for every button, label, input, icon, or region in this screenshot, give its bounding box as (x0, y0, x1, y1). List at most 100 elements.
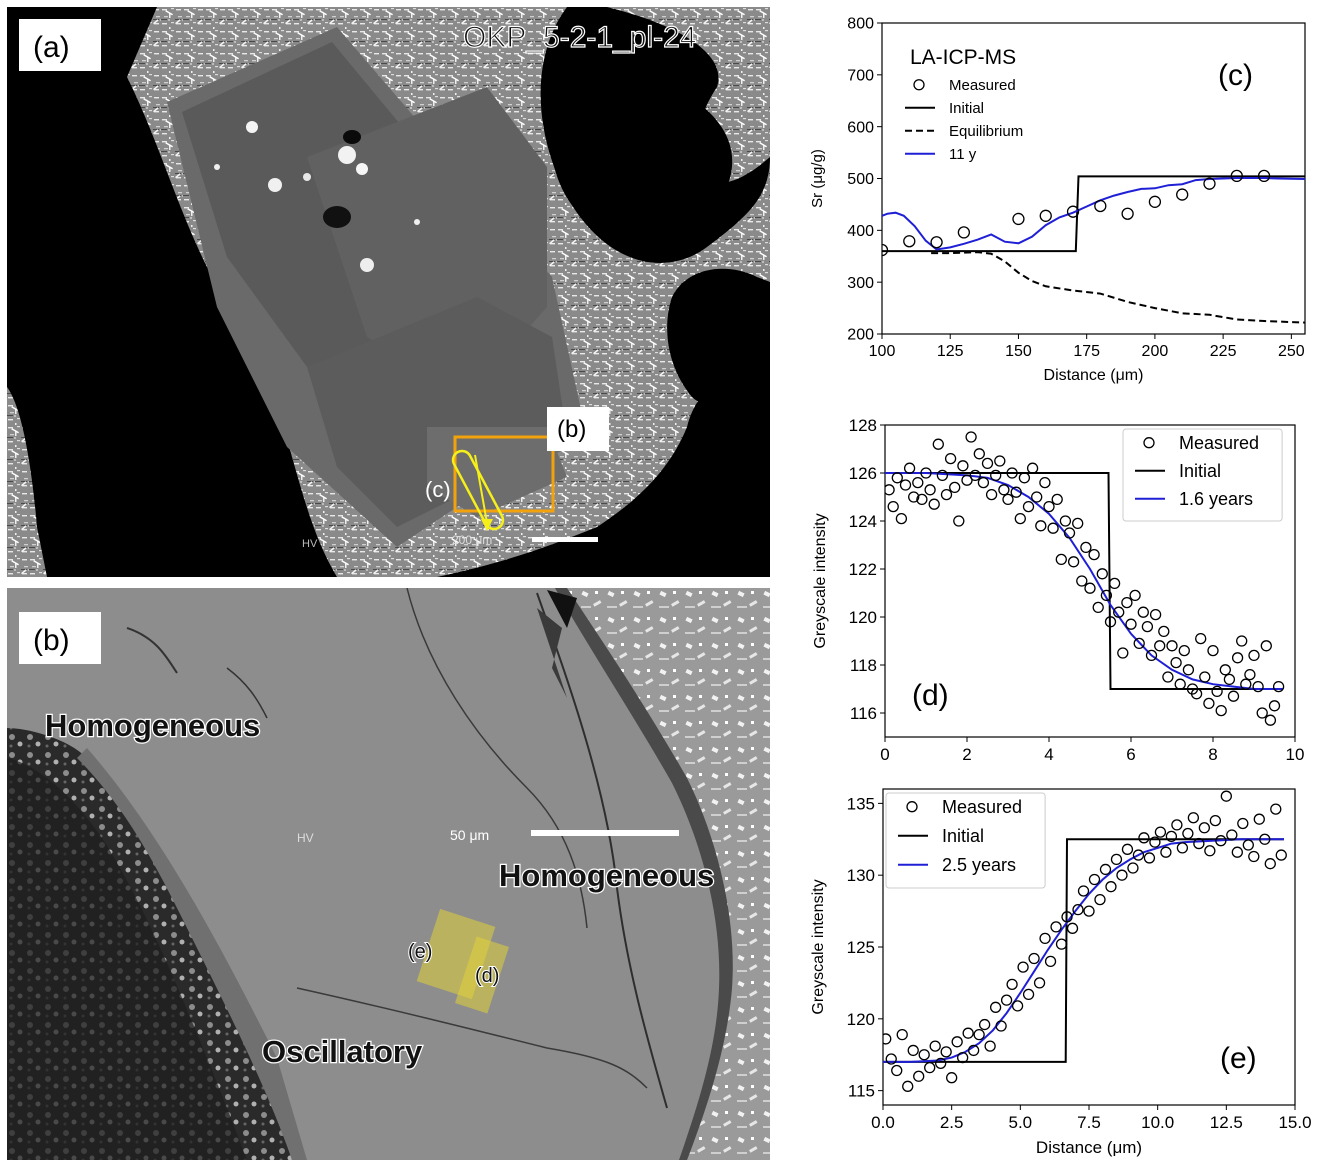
chart-c: 100 125 150 175 200 225 250 200 300 400 500 600 700 8… (809, 16, 1306, 384)
data-point (1072, 517, 1084, 530)
data-point (1171, 819, 1183, 831)
data-point (1121, 207, 1134, 220)
data-point (967, 1044, 980, 1057)
data-point (1178, 644, 1190, 657)
legend-marker (1143, 437, 1155, 449)
data-point (1195, 632, 1207, 645)
y-axis-label: Sr (μg/g) (809, 149, 826, 208)
data-point (1044, 955, 1057, 968)
x-tick-label: 15.0 (1278, 1113, 1311, 1132)
y-tick-label: 122 (849, 560, 877, 579)
scalebar-a (532, 537, 598, 542)
y-tick-label: 126 (849, 464, 877, 483)
plagioclase-crystal (167, 27, 587, 547)
data-point (1141, 620, 1154, 633)
data-point (1252, 680, 1264, 693)
y-tick-label: 116 (850, 704, 877, 723)
scalebar-b-rect (531, 830, 679, 836)
data-point (1270, 803, 1282, 815)
data-point (1211, 685, 1223, 698)
data-point (1047, 522, 1059, 534)
data-point (1226, 829, 1238, 841)
data-point (957, 226, 971, 239)
sample-id: OKP_5-2-1_pl-24 (463, 21, 696, 54)
legend-entry: 1.6 years (1179, 489, 1253, 509)
data-point (932, 438, 944, 450)
data-point (985, 488, 998, 501)
data-point (1084, 582, 1096, 594)
series-line-equilibrium (931, 251, 1305, 324)
data-point (929, 1040, 941, 1052)
legend-entry: Measured (942, 797, 1022, 817)
vesicle (549, 69, 733, 239)
data-point (1203, 177, 1216, 190)
data-point (1182, 664, 1195, 676)
x-tick-label: 7.5 (1077, 1113, 1101, 1132)
data-point (1039, 476, 1051, 489)
x-tick-label: 2 (962, 745, 971, 764)
data-point (1088, 873, 1101, 886)
data-point (903, 462, 916, 474)
data-point (1149, 836, 1161, 848)
legend-entry: 2.5 years (942, 855, 1016, 875)
chart-e: 0.0 2.5 5.0 7.5 10.0 12.5 15.0 115 120 125 130 135 D… (810, 788, 1312, 1157)
data-point (1059, 515, 1072, 527)
profile-d-label: (d) (475, 965, 499, 987)
data-point (1264, 858, 1276, 870)
data-point (969, 469, 981, 482)
data-point (1028, 952, 1040, 965)
data-point (953, 515, 965, 527)
x-tick-label: 100 (869, 343, 896, 360)
data-point (1080, 541, 1092, 554)
zone-label-oscillatory: Oscillatory (262, 1034, 423, 1069)
data-point (1061, 911, 1073, 923)
data-point (1108, 577, 1121, 590)
y-tick-label: 124 (849, 512, 877, 531)
data-point (924, 484, 936, 496)
data-point (949, 481, 961, 494)
data-point (1055, 553, 1067, 566)
data-point (1154, 826, 1167, 838)
y-tick-label: 135 (847, 794, 875, 813)
data-point (1039, 209, 1052, 222)
data-point (1162, 671, 1174, 683)
data-point (1113, 606, 1125, 618)
x-tick-label: 200 (1142, 343, 1169, 360)
y-tick-label: 400 (847, 223, 874, 240)
legend-entry: Initial (1179, 461, 1221, 481)
data-point (1051, 493, 1063, 506)
profile-c-outline (451, 449, 505, 531)
data-point (1174, 678, 1186, 690)
x-axis-label: Distance (μm) (1044, 367, 1144, 384)
panel-b-label: (b) (33, 624, 70, 657)
data-point (1067, 556, 1080, 568)
legend-marker (906, 801, 918, 813)
data-point (940, 488, 953, 501)
data-point (1076, 575, 1088, 587)
data-point (1100, 589, 1113, 602)
data-point (903, 235, 916, 248)
data-point (1094, 199, 1107, 213)
data-point (944, 452, 957, 465)
series-line-initial (882, 175, 1305, 253)
legend-entry: Equilibrium (949, 123, 1023, 140)
data-point (1209, 814, 1221, 827)
y-axis-label: Greyscale intensity (812, 513, 829, 648)
series-group (882, 169, 1305, 324)
data-point (998, 484, 1010, 496)
data-point (1043, 500, 1055, 513)
data-point (1133, 637, 1145, 650)
scalebar-b-text: 50 μm (450, 827, 489, 843)
data-point (891, 1064, 903, 1077)
data-point (965, 431, 977, 443)
y-tick-label: 125 (847, 938, 875, 957)
data-point (962, 1027, 974, 1039)
data-point (1166, 640, 1178, 652)
data-point (1204, 845, 1216, 857)
data-point (1116, 869, 1128, 881)
data-point (1072, 904, 1084, 916)
data-point (1199, 671, 1211, 683)
x-tick-label: 10.0 (1141, 1113, 1174, 1132)
data-point (1244, 668, 1256, 681)
data-point (1039, 932, 1051, 945)
